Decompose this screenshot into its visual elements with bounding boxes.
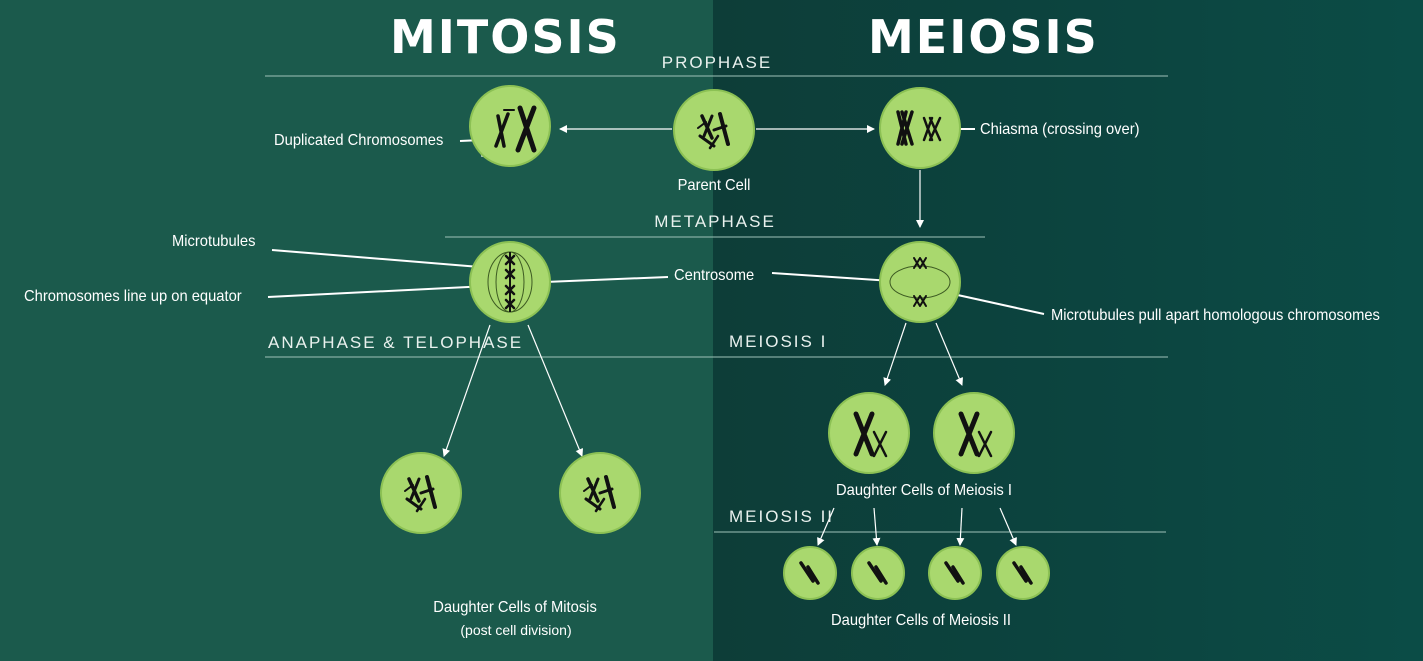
daughter-meiosis-1-label: Daughter Cells of Meiosis I	[836, 482, 1012, 499]
phase-metaphase: METAPHASE	[654, 212, 776, 231]
mitosis-panel	[0, 0, 713, 661]
centrosome-pointer-left	[544, 276, 669, 283]
meiosis-2-daughter-cell	[928, 546, 982, 600]
arrow-meiosis-1-left	[883, 322, 907, 386]
daughter-meiosis-2-label: Daughter Cells of Meiosis II	[831, 612, 1011, 629]
meiosis-prophase-cell	[879, 87, 961, 169]
microtubules-pull-label: Microtubules pull apart homologous chrom…	[1051, 307, 1380, 324]
parent-cell	[673, 89, 755, 171]
meiosis-panel	[713, 0, 1423, 661]
arrow-meiosis-2-b	[872, 507, 881, 546]
arrow-mitosis-left	[442, 324, 491, 457]
arrow-meiosis-2-a	[817, 507, 835, 546]
phase-prophase: PROPHASE	[661, 53, 773, 72]
mitosis-daughter-cell	[559, 452, 641, 534]
arrow-mitosis-right	[527, 324, 584, 457]
post-cell-division-label: (post cell division)	[460, 622, 572, 638]
mitosis-metaphase-cell	[469, 241, 551, 323]
chromosomes-equator-label: Chromosomes line up on equator	[24, 288, 242, 305]
phase-meiosis-1: MEIOSIS I	[729, 332, 828, 351]
mitosis-prophase-cell	[469, 85, 551, 167]
parent-cell-label: Parent Cell	[677, 177, 751, 194]
centrosome-pointer-right	[771, 272, 893, 282]
microtubules-pull-pointer	[943, 291, 1045, 315]
equator-pointer	[267, 284, 509, 298]
meiosis-metaphase-cell	[879, 241, 961, 323]
microtubules-label: Microtubules	[172, 233, 256, 250]
mitosis-title: MITOSIS	[390, 10, 621, 64]
arrow-meiosis-2-d	[999, 507, 1017, 546]
phase-anaphase-telophase: ANAPHASE & TELOPHASE	[268, 333, 524, 352]
meiosis-2-daughter-cell	[783, 546, 837, 600]
chiasma-label: Chiasma (crossing over)	[980, 121, 1140, 138]
meiosis-1-daughter-cell	[828, 392, 910, 474]
mitosis-daughter-cell	[380, 452, 462, 534]
daughter-mitosis-label: Daughter Cells of Mitosis	[433, 599, 597, 616]
centrosome-label: Centrosome	[674, 267, 755, 284]
arrow-meiosis-1-right	[935, 322, 963, 386]
meiosis-title: MEIOSIS	[868, 10, 1099, 64]
microtubules-pointer	[271, 249, 493, 269]
phase-meiosis-2: MEIOSIS II	[729, 507, 835, 526]
duplicated-chromosomes-label: Duplicated Chromosomes	[274, 132, 444, 149]
arrow-meiosis-2-c	[956, 507, 965, 546]
meiosis-1-daughter-cell	[933, 392, 1015, 474]
meiosis-2-daughter-cell	[851, 546, 905, 600]
meiosis-2-daughter-cell	[996, 546, 1050, 600]
